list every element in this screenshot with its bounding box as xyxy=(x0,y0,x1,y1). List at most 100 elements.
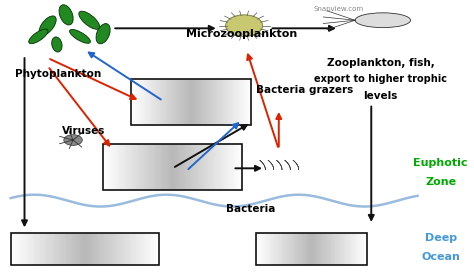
Bar xyxy=(186,144,188,190)
Bar xyxy=(171,144,173,190)
Bar xyxy=(152,79,153,125)
Bar xyxy=(122,233,123,265)
Bar xyxy=(191,144,192,190)
Bar xyxy=(154,233,155,265)
Bar xyxy=(293,233,294,265)
Bar xyxy=(202,79,203,125)
Bar xyxy=(158,79,159,125)
Bar xyxy=(237,144,238,190)
Ellipse shape xyxy=(29,29,48,44)
Bar xyxy=(173,79,174,125)
Bar xyxy=(344,233,345,265)
Bar xyxy=(132,79,133,125)
Bar xyxy=(135,79,136,125)
Bar xyxy=(100,233,102,265)
Bar xyxy=(169,144,170,190)
Bar xyxy=(113,144,115,190)
Bar xyxy=(185,144,186,190)
Bar xyxy=(284,233,285,265)
Ellipse shape xyxy=(59,5,73,25)
Bar xyxy=(176,79,177,125)
Bar xyxy=(164,144,165,190)
Bar xyxy=(331,233,332,265)
Bar xyxy=(28,233,29,265)
Bar xyxy=(205,79,206,125)
Bar xyxy=(240,79,241,125)
Text: Microzooplankton: Microzooplankton xyxy=(186,29,297,39)
Bar xyxy=(30,233,32,265)
Bar xyxy=(247,79,248,125)
Bar xyxy=(234,144,235,190)
Bar xyxy=(194,79,195,125)
Bar xyxy=(228,144,229,190)
Bar xyxy=(108,233,109,265)
Bar xyxy=(281,233,282,265)
Bar xyxy=(123,233,124,265)
Bar xyxy=(215,144,216,190)
Bar xyxy=(86,233,87,265)
Bar xyxy=(245,79,246,125)
Bar xyxy=(250,79,251,125)
Bar xyxy=(111,144,112,190)
Bar xyxy=(326,233,327,265)
Bar xyxy=(14,233,16,265)
Bar xyxy=(307,233,308,265)
Bar xyxy=(295,233,296,265)
Bar xyxy=(181,79,182,125)
Ellipse shape xyxy=(355,13,410,28)
Bar xyxy=(219,144,220,190)
Bar xyxy=(329,233,330,265)
Bar xyxy=(225,79,226,125)
Bar xyxy=(277,233,278,265)
Bar xyxy=(107,233,108,265)
Bar xyxy=(229,144,230,190)
Bar xyxy=(133,79,134,125)
Bar xyxy=(145,233,146,265)
Bar xyxy=(136,79,137,125)
Bar xyxy=(123,144,124,190)
Bar xyxy=(323,233,324,265)
Bar xyxy=(162,79,163,125)
Bar xyxy=(257,233,258,265)
Bar xyxy=(166,79,167,125)
Bar xyxy=(55,233,56,265)
Bar xyxy=(273,233,274,265)
Bar xyxy=(291,233,292,265)
Bar xyxy=(241,144,242,190)
Bar xyxy=(285,233,286,265)
Text: Euphotic: Euphotic xyxy=(413,158,468,168)
Bar xyxy=(45,233,46,265)
Bar xyxy=(160,144,161,190)
Bar xyxy=(188,144,189,190)
Bar xyxy=(320,233,321,265)
Bar xyxy=(235,79,236,125)
Bar xyxy=(249,79,250,125)
Bar xyxy=(237,79,238,125)
Bar xyxy=(122,144,123,190)
Bar xyxy=(156,144,157,190)
Bar xyxy=(171,79,172,125)
Text: Zooplankton, fish,: Zooplankton, fish, xyxy=(327,58,434,68)
Bar xyxy=(303,233,304,265)
Bar xyxy=(233,144,234,190)
Bar xyxy=(223,144,225,190)
Bar xyxy=(92,233,93,265)
Bar xyxy=(73,233,75,265)
Bar xyxy=(20,233,22,265)
Bar xyxy=(105,144,107,190)
Bar xyxy=(360,233,361,265)
Bar xyxy=(224,79,225,125)
Bar xyxy=(173,144,175,190)
Bar xyxy=(155,144,156,190)
Bar xyxy=(334,233,335,265)
Bar xyxy=(349,233,350,265)
Bar xyxy=(192,79,193,125)
Bar xyxy=(110,233,112,265)
Bar xyxy=(177,144,178,190)
Bar xyxy=(134,144,136,190)
Bar xyxy=(236,79,237,125)
Bar xyxy=(206,79,207,125)
Bar xyxy=(268,233,269,265)
Bar xyxy=(304,233,305,265)
Bar xyxy=(169,79,170,125)
